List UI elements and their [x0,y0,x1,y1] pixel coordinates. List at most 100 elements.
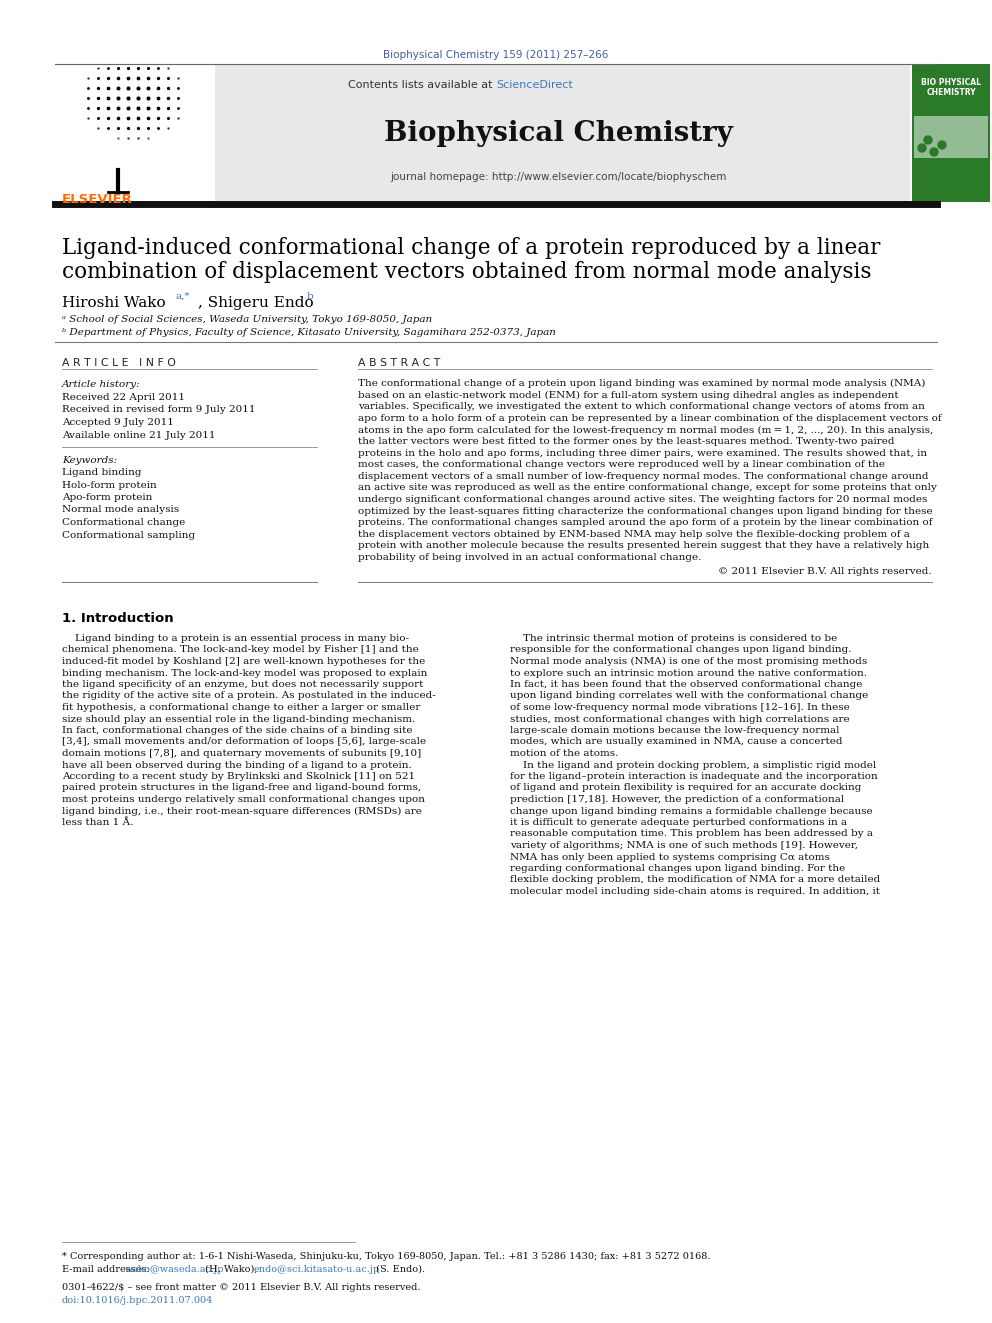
Text: regarding conformational changes upon ligand binding. For the: regarding conformational changes upon li… [510,864,845,873]
Text: size should play an essential role in the ligand-binding mechanism.: size should play an essential role in th… [62,714,416,724]
Text: The intrinsic thermal motion of proteins is considered to be: The intrinsic thermal motion of proteins… [510,634,837,643]
Bar [914,116,988,157]
Text: [3,4], small movements and/or deformation of loops [5,6], large-scale: [3,4], small movements and/or deformatio… [62,737,427,746]
Text: 0301-4622/$ – see front matter © 2011 Elsevier B.V. All rights reserved.: 0301-4622/$ – see front matter © 2011 El… [62,1283,421,1293]
Text: Available online 21 July 2011: Available online 21 July 2011 [62,430,215,439]
Text: Biophysical Chemistry 159 (2011) 257–266: Biophysical Chemistry 159 (2011) 257–266 [383,50,609,60]
Text: molecular model including side-chain atoms is required. In addition, it: molecular model including side-chain ato… [510,886,880,896]
Text: large-scale domain motions because the low-frequency normal: large-scale domain motions because the l… [510,726,839,736]
Text: ᵃ School of Social Sciences, Waseda University, Tokyo 169-8050, Japan: ᵃ School of Social Sciences, Waseda Univ… [62,315,433,324]
Text: Conformational change: Conformational change [62,519,186,527]
Text: doi:10.1016/j.bpc.2011.07.004: doi:10.1016/j.bpc.2011.07.004 [62,1297,213,1304]
Text: The conformational change of a protein upon ligand binding was examined by norma: The conformational change of a protein u… [358,378,926,388]
Text: ScienceDirect: ScienceDirect [496,79,572,90]
Bar [215,64,910,202]
Text: BIO PHYSICAL: BIO PHYSICAL [921,78,981,87]
Text: the latter vectors were best fitted to the former ones by the least-squares meth: the latter vectors were best fitted to t… [358,437,895,446]
Text: Keywords:: Keywords: [62,456,117,464]
Text: reasonable computation time. This problem has been addressed by a: reasonable computation time. This proble… [510,830,873,839]
Text: of ligand and protein flexibility is required for an accurate docking: of ligand and protein flexibility is req… [510,783,861,792]
Text: the rigidity of the active site of a protein. As postulated in the induced-: the rigidity of the active site of a pro… [62,692,435,700]
Text: b: b [307,292,313,302]
Text: Holo-form protein: Holo-form protein [62,480,157,490]
Text: Conformational sampling: Conformational sampling [62,531,195,540]
Text: flexible docking problem, the modification of NMA for a more detailed: flexible docking problem, the modificati… [510,876,880,885]
Text: In the ligand and protein docking problem, a simplistic rigid model: In the ligand and protein docking proble… [510,761,876,770]
Text: * Corresponding author at: 1-6-1 Nishi-Waseda, Shinjuku-ku, Tokyo 169-8050, Japa: * Corresponding author at: 1-6-1 Nishi-W… [62,1252,710,1261]
Text: probability of being involved in an actual conformational change.: probability of being involved in an actu… [358,553,701,562]
Text: CHEMISTRY: CHEMISTRY [927,89,976,97]
Circle shape [918,144,926,152]
Text: Received in revised form 9 July 2011: Received in revised form 9 July 2011 [62,406,256,414]
Text: E-mail addresses:: E-mail addresses: [62,1265,153,1274]
Text: Article history:: Article history: [62,380,141,389]
Text: A R T I C L E   I N F O: A R T I C L E I N F O [62,359,176,368]
Text: most cases, the conformational change vectors were reproduced well by a linear c: most cases, the conformational change ve… [358,460,885,470]
Text: proteins in the holo and apo forms, including three dimer pairs, were examined. : proteins in the holo and apo forms, incl… [358,448,928,458]
Text: most proteins undergo relatively small conformational changes upon: most proteins undergo relatively small c… [62,795,425,804]
Text: In fact, conformational changes of the side chains of a binding site: In fact, conformational changes of the s… [62,726,413,736]
Text: proteins. The conformational changes sampled around the apo form of a protein by: proteins. The conformational changes sam… [358,519,932,527]
Text: Hiroshi Wako: Hiroshi Wako [62,296,171,310]
Text: an active site was reproduced as well as the entire conformational change, excep: an active site was reproduced as well as… [358,483,936,492]
Circle shape [938,142,946,149]
Text: combination of displacement vectors obtained from normal mode analysis: combination of displacement vectors obta… [62,261,872,283]
Text: based on an elastic-network model (ENM) for a full-atom system using dihedral an: based on an elastic-network model (ENM) … [358,390,899,400]
Text: binding mechanism. The lock-and-key model was proposed to explain: binding mechanism. The lock-and-key mode… [62,668,428,677]
Text: In fact, it has been found that the observed conformational change: In fact, it has been found that the obse… [510,680,862,689]
Text: © 2011 Elsevier B.V. All rights reserved.: © 2011 Elsevier B.V. All rights reserved… [718,568,932,576]
Circle shape [930,148,938,156]
Text: a,*: a,* [176,292,190,302]
Text: wako@waseda.ac.jp: wako@waseda.ac.jp [125,1265,224,1274]
Text: NMA has only been applied to systems comprising Cα atoms: NMA has only been applied to systems com… [510,852,830,861]
Text: the displacement vectors obtained by ENM-based NMA may help solve the flexible-d: the displacement vectors obtained by ENM… [358,529,910,538]
Text: motion of the atoms.: motion of the atoms. [510,749,618,758]
Text: change upon ligand binding remains a formidable challenge because: change upon ligand binding remains a for… [510,807,873,815]
Text: prediction [17,18]. However, the prediction of a conformational: prediction [17,18]. However, the predict… [510,795,844,804]
Text: ligand binding, i.e., their root-mean-square differences (RMSDs) are: ligand binding, i.e., their root-mean-sq… [62,807,422,815]
Text: have all been observed during the binding of a ligand to a protein.: have all been observed during the bindin… [62,761,412,770]
Text: chemical phenomena. The lock-and-key model by Fisher [1] and the: chemical phenomena. The lock-and-key mod… [62,646,419,655]
Bar [912,64,990,202]
Text: Ligand binding: Ligand binding [62,468,142,478]
Text: Accepted 9 July 2011: Accepted 9 July 2011 [62,418,174,427]
Text: optimized by the least-squares fitting characterize the conformational changes u: optimized by the least-squares fitting c… [358,507,932,516]
Text: studies, most conformational changes with high correlations are: studies, most conformational changes wit… [510,714,849,724]
Text: induced-fit model by Koshland [2] are well-known hypotheses for the: induced-fit model by Koshland [2] are we… [62,658,426,665]
Circle shape [924,136,932,144]
Text: paired protein structures in the ligand-free and ligand-bound forms,: paired protein structures in the ligand-… [62,783,422,792]
Text: variables. Specifically, we investigated the extent to which conformational chan: variables. Specifically, we investigated… [358,402,925,411]
Text: Biophysical Chemistry: Biophysical Chemistry [384,120,732,147]
Text: Apo-form protein: Apo-form protein [62,493,153,501]
Text: Ligand binding to a protein is an essential process in many bio-: Ligand binding to a protein is an essent… [62,634,409,643]
Text: , Shigeru Endo: , Shigeru Endo [198,296,318,310]
Text: undergo significant conformational changes around active sites. The weighting fa: undergo significant conformational chang… [358,495,928,504]
Text: protein with another molecule because the results presented herein suggest that : protein with another molecule because th… [358,541,930,550]
Text: Normal mode analysis: Normal mode analysis [62,505,180,515]
Text: for the ligand–protein interaction is inadequate and the incorporation: for the ligand–protein interaction is in… [510,773,878,781]
Text: According to a recent study by Brylinkski and Skolnick [11] on 521: According to a recent study by Brylinksk… [62,773,415,781]
Text: domain motions [7,8], and quaternary movements of subunits [9,10]: domain motions [7,8], and quaternary mov… [62,749,422,758]
Text: Normal mode analysis (NMA) is one of the most promising methods: Normal mode analysis (NMA) is one of the… [510,658,867,665]
Text: responsible for the conformational changes upon ligand binding.: responsible for the conformational chang… [510,646,851,655]
Text: apo form to a holo form of a protein can be represented by a linear combination : apo form to a holo form of a protein can… [358,414,941,423]
Text: fit hypothesis, a conformational change to either a larger or smaller: fit hypothesis, a conformational change … [62,703,421,712]
Text: A B S T R A C T: A B S T R A C T [358,359,440,368]
Text: upon ligand binding correlates well with the conformational change: upon ligand binding correlates well with… [510,692,868,700]
Text: ELSEVIER: ELSEVIER [62,193,133,206]
Text: to explore such an intrinsic motion around the native conformation.: to explore such an intrinsic motion arou… [510,668,867,677]
Text: (S. Endo).: (S. Endo). [373,1265,426,1274]
Text: atoms in the apo form calculated for the lowest-frequency m normal modes (m = 1,: atoms in the apo form calculated for the… [358,426,933,434]
Text: 1. Introduction: 1. Introduction [62,613,174,624]
Text: less than 1 Å.: less than 1 Å. [62,818,133,827]
Text: Received 22 April 2011: Received 22 April 2011 [62,393,185,402]
Text: variety of algorithms; NMA is one of such methods [19]. However,: variety of algorithms; NMA is one of suc… [510,841,858,849]
Text: of some low-frequency normal mode vibrations [12–16]. In these: of some low-frequency normal mode vibrat… [510,703,850,712]
Text: ᵇ Department of Physics, Faculty of Science, Kitasato University, Sagamihara 252: ᵇ Department of Physics, Faculty of Scie… [62,328,556,337]
Text: (H. Wako),: (H. Wako), [202,1265,261,1274]
Text: the ligand specificity of an enzyme, but does not necessarily support: the ligand specificity of an enzyme, but… [62,680,424,689]
Text: modes, which are usually examined in NMA, cause a concerted: modes, which are usually examined in NMA… [510,737,842,746]
Text: Contents lists available at: Contents lists available at [348,79,496,90]
Text: displacement vectors of a small number of low-frequency normal modes. The confor: displacement vectors of a small number o… [358,472,929,480]
Text: it is difficult to generate adequate perturbed conformations in a: it is difficult to generate adequate per… [510,818,847,827]
